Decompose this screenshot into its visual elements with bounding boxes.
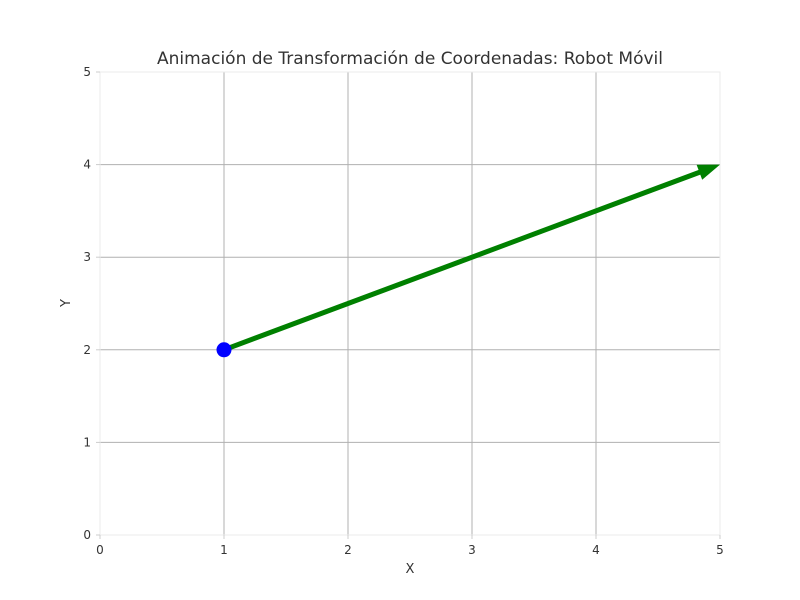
y-tick-label: 1 bbox=[83, 435, 91, 449]
x-tick-label: 1 bbox=[220, 543, 228, 557]
x-tick-label: 3 bbox=[468, 543, 476, 557]
plot-area bbox=[99, 71, 721, 536]
arrow-head bbox=[696, 164, 720, 180]
x-tick-label: 2 bbox=[344, 543, 352, 557]
y-tick-label: 0 bbox=[83, 528, 91, 542]
x-tick-label: 4 bbox=[592, 543, 600, 557]
y-axis-label: Y bbox=[59, 299, 74, 308]
y-tick-labels: 0 1 2 3 4 5 bbox=[83, 65, 100, 542]
y-tick-label: 3 bbox=[83, 250, 91, 264]
robot-position-point bbox=[216, 342, 232, 358]
x-tick-label: 0 bbox=[96, 543, 104, 557]
x-tick-labels: 0 1 2 3 4 5 bbox=[96, 535, 724, 557]
arrow-shaft bbox=[223, 169, 703, 353]
chart-title: Animación de Transformación de Coordenad… bbox=[157, 49, 663, 69]
x-axis-label: X bbox=[406, 562, 415, 577]
grid bbox=[100, 72, 720, 535]
y-tick-label: 2 bbox=[83, 343, 91, 357]
y-tick-label: 5 bbox=[83, 65, 91, 79]
x-tick-label: 5 bbox=[716, 543, 724, 557]
data-marks bbox=[216, 164, 720, 358]
y-tick-label: 4 bbox=[83, 158, 91, 172]
